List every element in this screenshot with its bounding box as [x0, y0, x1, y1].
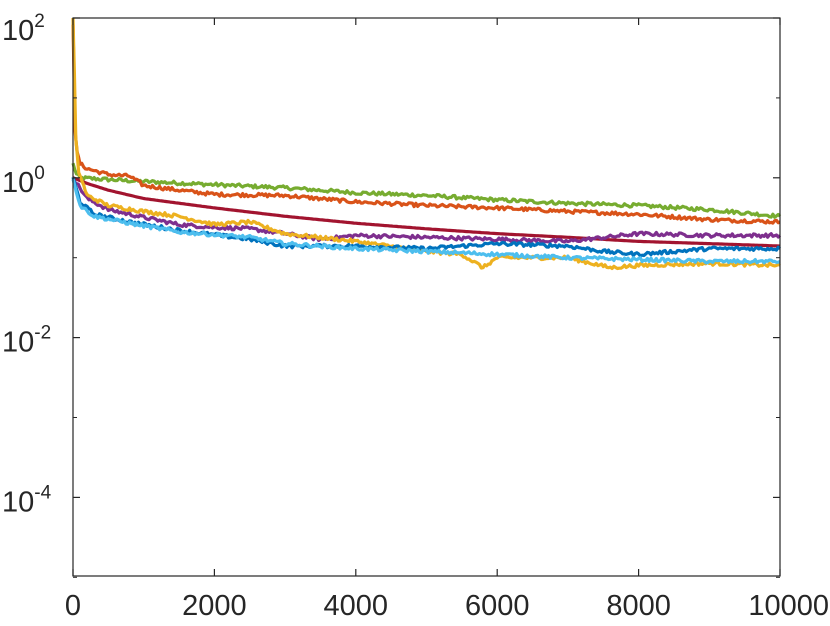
x-tick-label: 4000 [324, 590, 389, 622]
y-tick-label: 102 [2, 11, 45, 47]
x-tick-label: 10000 [748, 590, 829, 622]
x-tick-label: 6000 [465, 590, 530, 622]
x-tick-label: 8000 [606, 590, 671, 622]
series-line-2 [71, 24, 781, 225]
series-line-7 [71, 178, 781, 265]
y-tick-label: 10-4 [2, 482, 52, 518]
series-line-4 [71, 178, 782, 244]
x-tick-label: 2000 [182, 590, 247, 622]
y-tick-label: 10-2 [2, 323, 51, 359]
series-line-1 [71, 162, 782, 219]
y-tick-label: 100 [2, 163, 45, 199]
series-line-3 [72, 176, 780, 248]
series-layer [71, 17, 782, 271]
plot-box [72, 17, 781, 577]
x-tick-label: 0 [65, 590, 81, 622]
tick-layer: 0 2000 4000 6000 8000 10000 10-4 10-2 100 102 [2, 11, 829, 622]
